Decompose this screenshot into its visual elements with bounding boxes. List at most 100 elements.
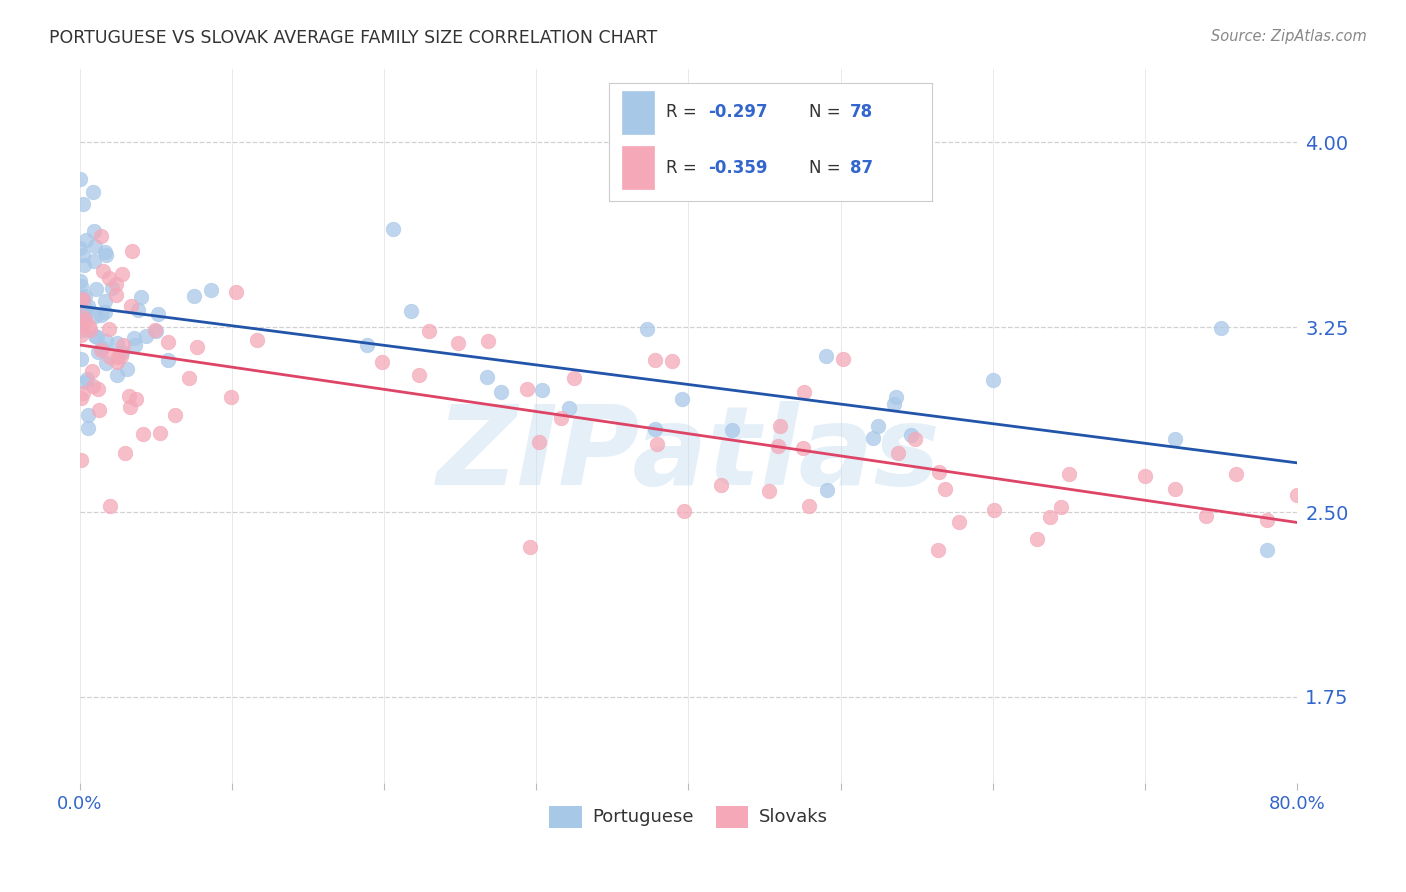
Point (120, 299, 142, 313)
Point (148, 307, 170, 321)
Point (143, 323, 166, 337)
Point (550, 411, 572, 425)
Point (84, 329, 107, 343)
Point (70, 299, 93, 313)
Point (519, 540, 541, 554)
Point (84, 282, 107, 296)
Point (671, 392, 693, 407)
Point (934, 482, 956, 496)
Point (93, 244, 115, 259)
Point (489, 384, 512, 399)
Point (94, 248, 117, 262)
Point (111, 267, 134, 281)
Point (73, 301, 96, 315)
Point (832, 351, 855, 366)
Point (70, 391, 93, 405)
Point (900, 428, 922, 442)
Point (70, 453, 93, 467)
Point (815, 483, 838, 497)
Point (1164, 433, 1187, 447)
Point (927, 542, 949, 557)
Point (105, 277, 128, 292)
Point (225, 285, 247, 300)
Point (1316, 549, 1339, 564)
Point (76, 421, 98, 435)
Point (83, 253, 105, 268)
Point (177, 371, 200, 385)
Point (815, 349, 838, 363)
Point (70, 322, 93, 336)
Point (84, 239, 107, 253)
Point (111, 344, 134, 359)
Point (105, 288, 128, 302)
Point (866, 419, 889, 434)
Point (531, 383, 554, 397)
Point (1285, 488, 1308, 502)
Point (883, 397, 905, 411)
Point (132, 426, 155, 441)
Point (219, 390, 242, 404)
Point (76, 409, 98, 423)
Point (69, 313, 91, 327)
Text: PORTUGUESE VS SLOVAK AVERAGE FAMILY SIZE CORRELATION CHART: PORTUGUESE VS SLOVAK AVERAGE FAMILY SIZE… (49, 29, 658, 46)
Point (1049, 500, 1071, 515)
Point (766, 439, 789, 453)
Point (105, 336, 128, 351)
Point (100, 281, 122, 295)
Point (149, 426, 172, 441)
Legend: Portuguese, Slovaks: Portuguese, Slovaks (541, 798, 835, 835)
Point (69, 274, 91, 288)
Point (886, 390, 908, 404)
Point (75, 233, 97, 247)
Point (86, 329, 108, 343)
Point (76, 299, 98, 313)
Point (157, 334, 180, 349)
Point (69, 327, 91, 342)
Point (72, 292, 94, 306)
Point (186, 340, 208, 354)
Point (94, 305, 117, 319)
Point (1025, 532, 1047, 546)
Point (112, 338, 135, 352)
Point (1362, 465, 1385, 479)
Point (382, 222, 405, 236)
Point (165, 408, 187, 422)
Point (73, 289, 96, 303)
Point (105, 355, 128, 369)
Point (83, 224, 105, 238)
Point (91, 342, 114, 356)
Point (105, 368, 128, 383)
Point (80, 364, 103, 378)
Point (94, 334, 117, 349)
Point (356, 337, 378, 351)
Point (758, 484, 780, 499)
Point (75, 306, 97, 320)
Point (98, 500, 121, 514)
Point (644, 422, 666, 436)
Point (156, 353, 179, 368)
Point (145, 324, 167, 338)
Point (1316, 434, 1339, 449)
Point (72, 197, 94, 211)
Point (399, 304, 422, 318)
Point (72, 248, 94, 262)
Point (90, 229, 112, 244)
Point (94, 294, 117, 309)
Point (647, 437, 669, 451)
Point (114, 446, 136, 460)
Point (72, 290, 94, 304)
Point (408, 368, 430, 383)
Point (793, 384, 815, 399)
Point (127, 303, 149, 318)
Point (98, 351, 121, 365)
Point (91, 264, 114, 278)
Point (84, 310, 107, 324)
Point (527, 435, 550, 450)
Point (69, 172, 91, 186)
Point (673, 503, 696, 517)
Point (87, 345, 110, 359)
Point (122, 331, 145, 345)
Point (797, 499, 820, 513)
Point (644, 353, 666, 368)
Point (981, 373, 1004, 387)
